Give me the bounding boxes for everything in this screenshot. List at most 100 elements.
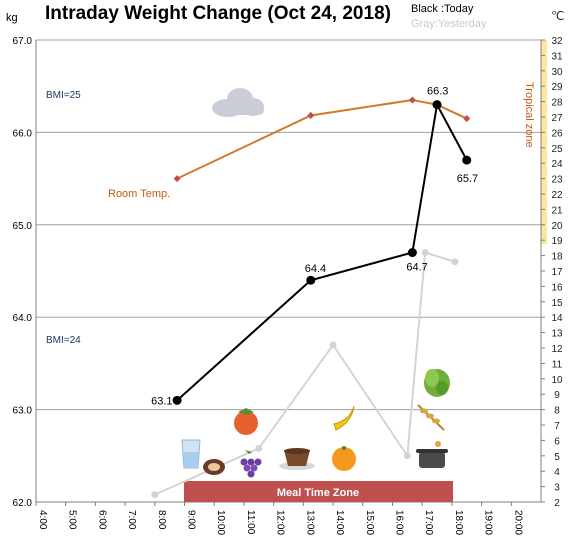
y2-tick-label: 30 xyxy=(551,67,563,78)
y2-tick-label: 27 xyxy=(551,113,563,124)
y2-tick-label: 10 xyxy=(551,375,563,386)
y2-tick-label: 32 xyxy=(551,36,563,47)
y2-tick-label: 13 xyxy=(551,329,563,340)
y-tick-label: 63.0 xyxy=(13,406,33,417)
yesterday-point xyxy=(403,452,411,460)
y2-tick-label: 25 xyxy=(551,144,563,155)
wheat-icon xyxy=(417,404,445,431)
x-tick-label: 18:00 xyxy=(453,510,464,535)
y2-tick-label: 18 xyxy=(551,252,563,263)
tropical-zone-band xyxy=(541,40,547,244)
y2-tick-label: 22 xyxy=(551,190,563,201)
today-point xyxy=(172,395,182,405)
series-line-yesterday xyxy=(154,251,456,496)
legend-yesterday: Gray:Yesterday xyxy=(411,18,487,30)
yesterday-point xyxy=(329,341,337,349)
today-data-label: 66.3 xyxy=(427,86,448,98)
y2-tick-label: 4 xyxy=(554,467,560,478)
cloud-icon xyxy=(212,88,264,117)
chart-title: Intraday Weight Change (Oct 24, 2018) xyxy=(45,3,391,24)
x-tick-label: 16:00 xyxy=(393,510,404,535)
y2-tick-label: 8 xyxy=(554,406,560,417)
x-tick-label: 17:00 xyxy=(423,510,434,535)
data-label-layer: 63.1 64.4 64.7 66.3 65.7 xyxy=(151,86,478,408)
water-glass-icon xyxy=(181,439,201,469)
yesterday-point xyxy=(421,249,429,257)
x-tick-label: 4:00 xyxy=(37,510,48,530)
room-temp-point xyxy=(307,111,315,119)
today-point xyxy=(462,155,472,165)
meal-time-zone-label: Meal Time Zone xyxy=(277,487,359,499)
today-data-label: 63.1 xyxy=(151,395,172,407)
y2-tick-label: 28 xyxy=(551,98,563,109)
y2-axis-ticks: 2345678910111213141516171819202122232425… xyxy=(541,36,563,509)
x-tick-label: 13:00 xyxy=(304,510,315,535)
today-data-label: 64.7 xyxy=(406,262,427,274)
sweet-potato-icon xyxy=(203,459,225,475)
x-axis-ticks: 4:00 5:00 6:00 7:00 8:00 9:00 10:00 11:00 12:00 1… xyxy=(35,502,523,535)
y2-tick-label: 14 xyxy=(551,313,563,324)
y-tick-label: 62.0 xyxy=(13,498,33,509)
room-temp-point xyxy=(408,96,416,104)
today-point xyxy=(306,275,316,285)
y2-axis-unit: ℃ xyxy=(551,9,564,23)
y2-tick-label: 7 xyxy=(554,421,560,432)
y2-tick-label: 12 xyxy=(551,344,563,355)
room-temp-point xyxy=(463,115,471,123)
y2-tick-label: 29 xyxy=(551,82,563,93)
banana-icon xyxy=(333,405,355,431)
x-tick-label: 15:00 xyxy=(364,510,375,535)
grid-lines xyxy=(36,39,541,411)
y2-tick-label: 15 xyxy=(551,298,563,309)
today-data-label: 65.7 xyxy=(457,173,478,185)
y-tick-label: 64.0 xyxy=(13,313,33,324)
today-point xyxy=(407,248,417,258)
x-tick-label: 10:00 xyxy=(215,510,226,535)
grapes-icon xyxy=(240,450,262,478)
y2-tick-label: 26 xyxy=(551,128,563,139)
coffee-icon xyxy=(279,448,315,470)
yesterday-point xyxy=(151,491,159,499)
y2-tick-label: 19 xyxy=(551,236,563,247)
bmi-24-label: BMI=24 xyxy=(46,335,81,346)
today-data-label: 64.4 xyxy=(305,263,326,275)
persimmon-icon xyxy=(234,408,258,435)
y2-tick-label: 2 xyxy=(554,498,560,509)
y2-tick-label: 21 xyxy=(551,205,563,216)
x-tick-label: 11:00 xyxy=(245,510,256,535)
y-tick-label: 65.0 xyxy=(13,221,33,232)
yesterday-point xyxy=(255,444,263,452)
lettuce-icon xyxy=(424,369,450,397)
x-tick-label: 7:00 xyxy=(126,510,137,530)
meal-time-zone xyxy=(184,481,453,502)
room-temp-label: Room Temp. xyxy=(108,188,170,200)
y2-tick-label: 3 xyxy=(554,483,560,494)
x-tick-label: 6:00 xyxy=(96,510,107,530)
tropical-zone-label: Tropical zone xyxy=(523,82,535,148)
y-axis-ticks: 62.0 63.0 64.0 65.0 66.0 67.0 xyxy=(13,36,33,509)
x-tick-label: 20:00 xyxy=(512,510,523,535)
x-tick-label: 12:00 xyxy=(275,510,286,535)
y2-tick-label: 23 xyxy=(551,175,563,186)
y-tick-label: 66.0 xyxy=(13,128,33,139)
y2-tick-label: 24 xyxy=(551,159,563,170)
room-temp-point xyxy=(173,175,181,183)
y-axis-unit: kg xyxy=(6,12,18,24)
y2-tick-label: 20 xyxy=(551,221,563,232)
y2-tick-label: 9 xyxy=(554,390,560,401)
y-tick-label: 67.0 xyxy=(13,36,33,47)
orange-icon xyxy=(332,446,356,471)
y2-tick-label: 16 xyxy=(551,282,563,293)
x-tick-label: 14:00 xyxy=(334,510,345,535)
y2-tick-label: 17 xyxy=(551,267,563,278)
series-layer xyxy=(151,96,472,499)
x-tick-label: 9:00 xyxy=(186,510,197,530)
x-tick-label: 8:00 xyxy=(156,510,167,530)
today-point xyxy=(432,100,442,110)
y2-tick-label: 31 xyxy=(551,51,563,62)
yesterday-point xyxy=(451,258,459,266)
y2-tick-label: 6 xyxy=(554,436,560,447)
bmi-25-label: BMI=25 xyxy=(46,90,81,101)
pot-icon xyxy=(416,441,448,468)
